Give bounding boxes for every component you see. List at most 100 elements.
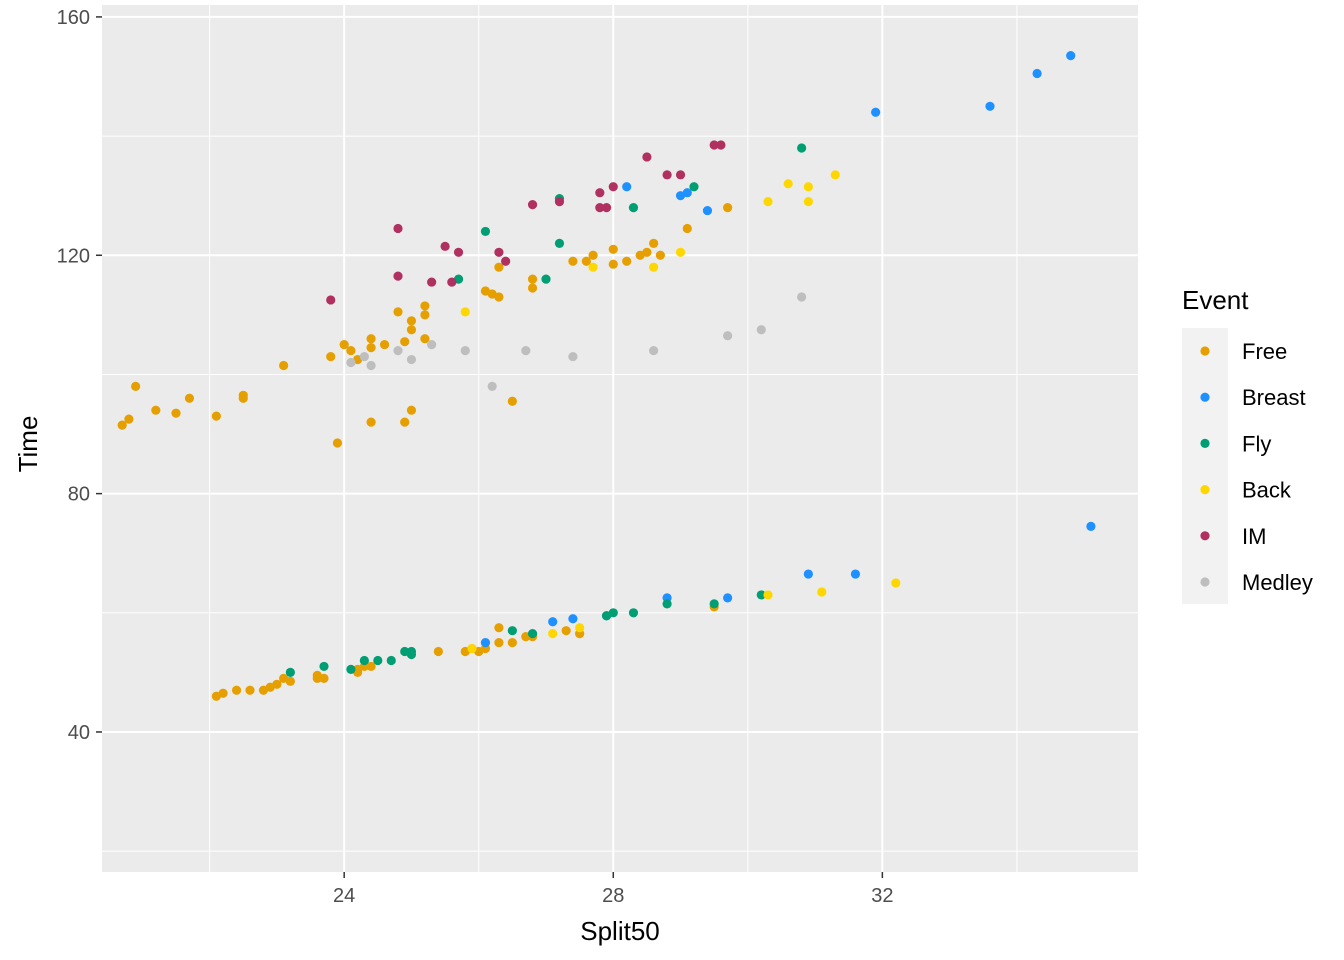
point-medley <box>756 325 766 335</box>
point-fly <box>285 667 295 677</box>
point-breast <box>803 569 813 579</box>
point-free <box>433 646 443 657</box>
point-free <box>494 637 504 648</box>
legend-key-fly <box>1200 438 1210 448</box>
point-free <box>238 393 248 403</box>
point-fly <box>346 664 356 675</box>
point-medley <box>568 351 578 362</box>
point-fly <box>406 649 417 660</box>
point-back <box>575 623 585 633</box>
point-breast <box>850 569 861 579</box>
point-free <box>218 688 228 698</box>
point-breast <box>702 205 713 216</box>
point-free <box>420 310 430 320</box>
point-free <box>649 238 659 248</box>
point-fly <box>689 182 699 192</box>
legend: Event Free Breast Fly Back IM Medley <box>1182 285 1313 604</box>
point-free <box>507 396 517 406</box>
point-im <box>501 256 511 266</box>
point-free <box>420 301 430 311</box>
point-medley <box>521 346 531 356</box>
point-fly <box>662 599 672 609</box>
point-back <box>830 170 840 180</box>
point-free <box>131 381 141 391</box>
point-free <box>346 346 356 356</box>
point-breast <box>1032 68 1042 79</box>
point-im <box>453 247 464 257</box>
point-im <box>716 140 726 150</box>
point-free <box>124 414 134 424</box>
point-im <box>326 295 336 305</box>
point-im <box>393 271 403 281</box>
data-points <box>117 51 1096 701</box>
point-back <box>588 262 598 272</box>
point-medley <box>346 357 356 368</box>
point-free <box>245 685 255 695</box>
point-im <box>447 277 457 287</box>
point-back <box>817 587 827 597</box>
point-fly <box>507 626 517 636</box>
point-free <box>272 679 282 689</box>
point-free <box>400 417 410 427</box>
point-back <box>675 247 686 257</box>
point-free <box>366 417 376 427</box>
point-fly <box>319 661 329 672</box>
minor-gridlines <box>102 5 1138 872</box>
point-im <box>642 152 652 162</box>
x-axis-ticks: 24 28 32 <box>333 872 893 907</box>
point-im <box>554 197 565 207</box>
point-free <box>117 420 127 430</box>
legend-key-breast <box>1200 392 1210 402</box>
x-tick-label: 28 <box>602 885 624 907</box>
x-tick-label: 24 <box>333 885 355 907</box>
y-tick-label: 160 <box>57 7 90 29</box>
point-free <box>608 244 618 254</box>
legend-label-medley: Medley <box>1242 570 1313 595</box>
point-free <box>622 256 632 266</box>
point-medley <box>649 346 659 356</box>
point-breast <box>480 637 491 648</box>
legend-label-im: IM <box>1242 524 1266 549</box>
point-free <box>608 259 618 269</box>
point-fly <box>628 202 639 213</box>
legend-label-fly: Fly <box>1242 431 1271 456</box>
point-fly <box>608 608 618 618</box>
point-back <box>649 262 659 272</box>
point-free <box>339 340 349 350</box>
point-fly <box>373 655 383 666</box>
point-free <box>655 250 665 260</box>
point-im <box>527 200 538 210</box>
point-medley <box>393 346 403 356</box>
point-fly <box>541 274 551 284</box>
point-im <box>601 202 612 213</box>
point-breast <box>568 614 578 624</box>
y-axis-ticks: 40 80 120 160 <box>57 7 102 744</box>
point-im <box>675 170 686 180</box>
point-fly <box>359 655 369 666</box>
point-back <box>803 182 813 192</box>
point-breast <box>1066 51 1076 61</box>
point-fly <box>628 608 639 618</box>
point-medley <box>723 331 733 341</box>
panel-background <box>102 5 1138 872</box>
point-breast <box>871 107 881 117</box>
y-tick-label: 120 <box>57 245 90 267</box>
point-im <box>595 202 605 213</box>
point-free <box>527 283 538 293</box>
point-medley <box>797 292 807 302</box>
point-free <box>400 337 410 347</box>
point-im <box>494 247 504 257</box>
legend-title: Event <box>1182 285 1249 315</box>
point-fly <box>480 226 491 237</box>
point-fly <box>527 629 538 639</box>
point-free <box>406 325 417 335</box>
x-axis-title: Split50 <box>580 916 660 946</box>
y-tick-label: 40 <box>68 722 90 744</box>
point-free <box>642 247 652 257</box>
point-back <box>467 643 477 654</box>
point-im <box>608 182 618 192</box>
point-medley <box>487 381 497 391</box>
point-free <box>171 408 181 418</box>
point-free <box>279 360 289 371</box>
point-im <box>709 140 719 150</box>
